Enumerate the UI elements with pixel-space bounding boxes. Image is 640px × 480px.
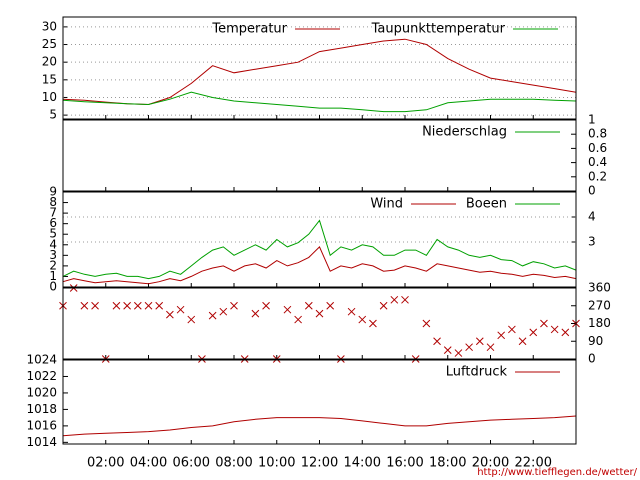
- marker: [251, 309, 260, 318]
- legend-label: Wind: [370, 197, 403, 212]
- marker: [379, 301, 388, 310]
- marker: [401, 295, 409, 304]
- y2-tick-label: 90: [588, 334, 603, 348]
- y2-tick-label: 0.2: [588, 169, 607, 183]
- x-tick-label: 10:00: [258, 456, 295, 471]
- marker: [475, 337, 484, 346]
- y2-tick-label: 0.8: [588, 127, 607, 141]
- x-tick-label: 20:00: [472, 456, 509, 471]
- x-tick-label: 14:00: [344, 456, 381, 471]
- marker: [91, 301, 99, 310]
- series-line: [62, 91, 577, 113]
- y-tick-label: 2: [49, 258, 57, 272]
- marker: [294, 315, 302, 324]
- marker: [486, 343, 495, 352]
- y2-tick-label: 0.4: [588, 155, 607, 169]
- y-tick-label: 1: [49, 269, 57, 283]
- y-tick-label: 20: [42, 55, 57, 69]
- y2-tick-label: 0: [588, 184, 596, 198]
- marker: [497, 331, 506, 340]
- legend-label: Niederschlag: [422, 125, 507, 140]
- marker: [315, 309, 324, 318]
- y-tick-label: 1018: [26, 402, 57, 416]
- marker: [123, 301, 131, 310]
- marker: [176, 305, 185, 314]
- y2-tick-label: 3: [588, 235, 596, 249]
- y-tick-label: 1014: [26, 435, 57, 449]
- y-tick-label: 4: [49, 237, 57, 251]
- marker: [422, 319, 431, 328]
- marker: [208, 311, 217, 320]
- y2-tick-label: 180: [588, 316, 611, 330]
- marker: [465, 343, 473, 352]
- y-tick-label: 1016: [26, 418, 57, 432]
- x-tick-label: 02:00: [87, 456, 124, 471]
- marker: [369, 319, 377, 328]
- y2-tick-label: 0: [588, 352, 596, 366]
- y2-tick-label: 0.6: [588, 141, 607, 155]
- marker: [144, 301, 153, 310]
- legend-label: Boeen: [466, 197, 507, 212]
- y2-tick-label: 4: [588, 210, 596, 224]
- series-line: [62, 219, 577, 280]
- marker: [433, 337, 441, 346]
- marker: [80, 301, 89, 310]
- legend-label: Temperatur: [211, 22, 287, 37]
- marker: [358, 315, 367, 324]
- marker: [230, 301, 238, 310]
- x-tick-label: 16:00: [386, 456, 423, 471]
- marker: [219, 307, 228, 316]
- x-tick-label: 04:00: [130, 456, 167, 471]
- y-tick-label: 9: [49, 185, 57, 199]
- y-tick-label: 3: [49, 248, 57, 262]
- marker: [518, 337, 527, 346]
- y2-tick-label: 270: [588, 298, 611, 312]
- y2-tick-label: 1: [588, 113, 596, 127]
- marker: [304, 301, 313, 310]
- marker: [112, 301, 121, 310]
- marker: [326, 301, 335, 310]
- y-tick-label: 10: [42, 90, 57, 104]
- marker: [262, 301, 270, 310]
- x-tick-label: 22:00: [515, 456, 552, 471]
- marker: [155, 301, 164, 310]
- footer: http://www.tiefflegen.de/wetter/: [477, 467, 637, 478]
- marker: [454, 349, 463, 357]
- series-line: [62, 246, 577, 285]
- y-tick-label: 8: [49, 195, 57, 209]
- y-tick-label: 5: [49, 108, 57, 122]
- y2-tick-label: 360: [588, 281, 611, 295]
- marker: [390, 295, 399, 304]
- marker: [347, 307, 356, 316]
- marker: [540, 319, 548, 328]
- y-tick-label: 25: [42, 37, 57, 51]
- y-tick-label: 30: [42, 19, 57, 33]
- x-tick-label: 12:00: [301, 456, 338, 471]
- marker: [443, 346, 452, 354]
- x-tick-label: 18:00: [429, 456, 466, 471]
- y-tick-label: 15: [42, 72, 57, 86]
- marker: [187, 315, 196, 324]
- y-tick-label: 6: [49, 216, 57, 230]
- y-tick-label: 7: [49, 206, 57, 220]
- x-tick-label: 06:00: [173, 456, 210, 471]
- x-tick-label: 08:00: [215, 456, 252, 471]
- legend-label: Luftdruck: [446, 365, 508, 380]
- series-line: [62, 415, 577, 437]
- y-tick-label: 1020: [26, 385, 57, 399]
- marker: [283, 305, 292, 314]
- y-tick-label: 1022: [26, 369, 57, 383]
- y-tick-label: 5: [49, 227, 57, 241]
- marker: [166, 310, 174, 319]
- y-tick-label: 1024: [26, 353, 57, 367]
- marker: [561, 328, 570, 337]
- y-tick-label: 0: [49, 280, 57, 294]
- marker: [529, 328, 538, 337]
- marker: [508, 325, 516, 334]
- marker: [133, 301, 142, 310]
- legend-label: Taupunkttemperatur: [371, 22, 506, 37]
- marker: [550, 325, 559, 334]
